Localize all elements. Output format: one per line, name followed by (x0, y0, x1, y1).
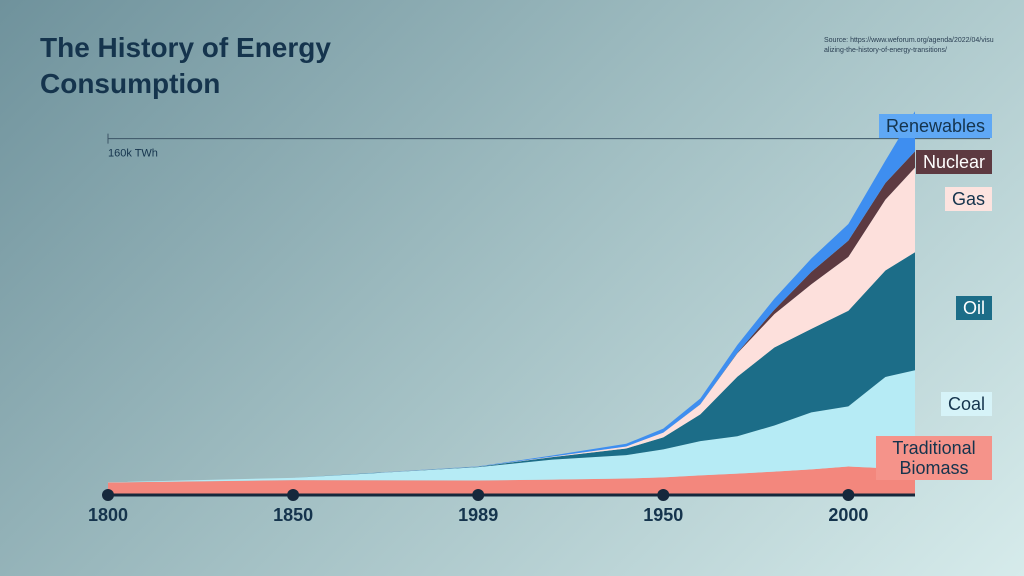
area (108, 252, 915, 483)
x-tick-label: 1950 (643, 505, 683, 525)
x-tick-label: 1800 (88, 505, 128, 525)
tick-mark (842, 489, 855, 501)
legend-label: Gas (944, 187, 992, 211)
area (108, 466, 915, 495)
area (108, 370, 915, 483)
tick-mark (287, 489, 300, 501)
legend-label: Oil (956, 296, 992, 320)
legend-label: Nuclear (915, 150, 992, 174)
source-note: Source: https://www.weforum.org/agenda/2… (824, 37, 994, 54)
tick-mark (472, 489, 485, 501)
tick-mark (657, 489, 670, 501)
x-tick-label: 2000 (828, 505, 868, 525)
y-tick-label: 160k TWh (108, 148, 158, 160)
legend-label: Traditional Biomass (876, 436, 992, 480)
tick-mark (102, 489, 114, 501)
x-tick-label: 1850 (273, 505, 313, 525)
legend-label: Coal (940, 392, 992, 416)
chart-title: The History of Energy Consumption (40, 32, 331, 99)
x-tick-label: 1989 (458, 505, 498, 525)
legend-label: Renewables (878, 114, 992, 138)
